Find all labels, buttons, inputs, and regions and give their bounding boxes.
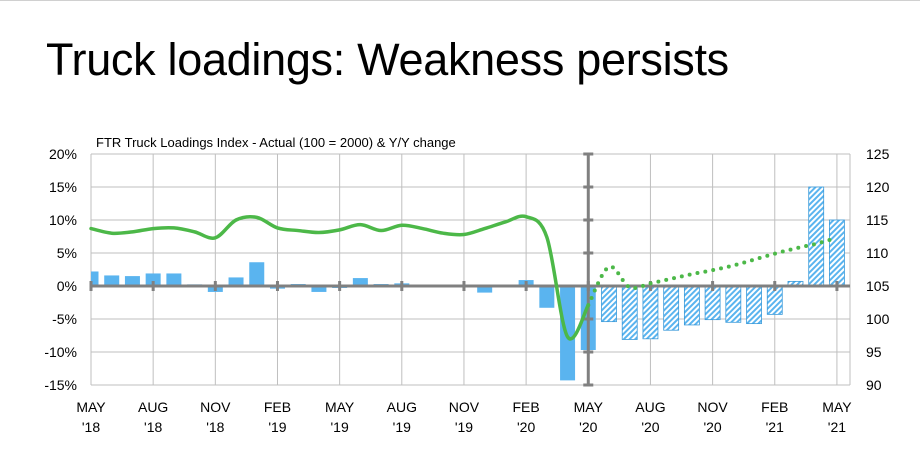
top-divider — [0, 0, 920, 1]
axes — [89, 152, 850, 387]
x-tick-label-month: MAY — [822, 399, 852, 415]
axis-labels: -15% 90 -10% 95 -5% 100 0% 105 5% 110 10% 115 15% 120… — [44, 146, 889, 435]
right-tick-label: 95 — [866, 344, 882, 360]
x-tick-label-month: MAY — [76, 399, 106, 415]
actual-bar — [311, 286, 327, 292]
actual-bar — [124, 276, 140, 286]
gridlines — [90, 153, 851, 386]
actual-bar — [91, 271, 99, 286]
slide-title: Truck loadings: Weakness persists — [46, 34, 729, 85]
forecast-bar — [704, 285, 721, 321]
left-tick-label: 0% — [57, 278, 77, 294]
x-tick-label-year: '20 — [517, 419, 535, 435]
x-tick-label-month: AUG — [635, 399, 665, 415]
x-tick-label-year: '18 — [206, 419, 224, 435]
left-tick-label: 10% — [49, 212, 77, 228]
actual-bar — [352, 278, 368, 286]
left-tick-label: 20% — [49, 146, 77, 162]
x-tick-label-month: FEB — [264, 399, 291, 415]
x-tick-label-year: '21 — [766, 419, 784, 435]
right-tick-label: 120 — [866, 179, 890, 195]
actual-bar — [166, 273, 182, 286]
right-tick-label: 90 — [866, 377, 882, 393]
index-forecast-dotted-line — [586, 235, 839, 308]
forecast-bar — [621, 285, 638, 340]
actual-bar — [145, 273, 161, 286]
forecast-bar — [601, 285, 617, 323]
x-tick-label-month: FEB — [513, 399, 540, 415]
forecast-bar — [808, 186, 825, 287]
x-tick-label-month: FEB — [761, 399, 788, 415]
right-tick-label: 100 — [866, 311, 890, 327]
actual-bar — [104, 275, 120, 286]
actual-bar — [249, 262, 265, 286]
x-tick-label-month: MAY — [325, 399, 355, 415]
bars — [91, 186, 845, 381]
right-tick-label: 125 — [866, 146, 890, 162]
left-tick-label: -15% — [44, 377, 77, 393]
left-tick-label: -5% — [52, 311, 77, 327]
left-tick-label: 15% — [49, 179, 77, 195]
actual-bar — [539, 286, 555, 308]
forecast-bar — [725, 285, 742, 323]
x-tick-label-year: '19 — [331, 419, 349, 435]
right-tick-label: 105 — [866, 278, 890, 294]
right-tick-label: 115 — [866, 212, 889, 228]
forecast-bar — [663, 285, 680, 331]
forecast-bar — [829, 219, 845, 287]
forecast-bar — [683, 285, 700, 326]
x-tick-label-year: '20 — [579, 419, 597, 435]
x-tick-label-month: NOV — [697, 399, 728, 415]
left-tick-label: 5% — [57, 245, 77, 261]
left-tick-label: -10% — [44, 344, 77, 360]
x-tick-label-year: '18 — [82, 419, 100, 435]
chart-title: FTR Truck Loadings Index - Actual (100 =… — [96, 135, 456, 150]
right-tick-label: 110 — [866, 245, 889, 261]
x-tick-label-month: MAY — [574, 399, 604, 415]
x-tick-label-year: '20 — [641, 419, 659, 435]
x-tick-label-year: '19 — [393, 419, 411, 435]
actual-bar — [477, 286, 493, 293]
actual-bar — [228, 277, 244, 286]
index-actual-line — [89, 214, 591, 341]
forecast-bar — [642, 285, 659, 340]
forecast-bar — [746, 285, 762, 325]
x-tick-label-month: AUG — [387, 399, 417, 415]
x-tick-label-year: '19 — [268, 419, 286, 435]
x-tick-label-month: NOV — [200, 399, 231, 415]
x-tick-label-month: AUG — [138, 399, 168, 415]
x-tick-label-year: '20 — [703, 419, 721, 435]
lines — [89, 214, 839, 341]
x-tick-label-year: '19 — [455, 419, 473, 435]
x-tick-label-month: NOV — [449, 399, 480, 415]
x-tick-label-year: '21 — [828, 419, 846, 435]
x-tick-label-year: '18 — [144, 419, 162, 435]
